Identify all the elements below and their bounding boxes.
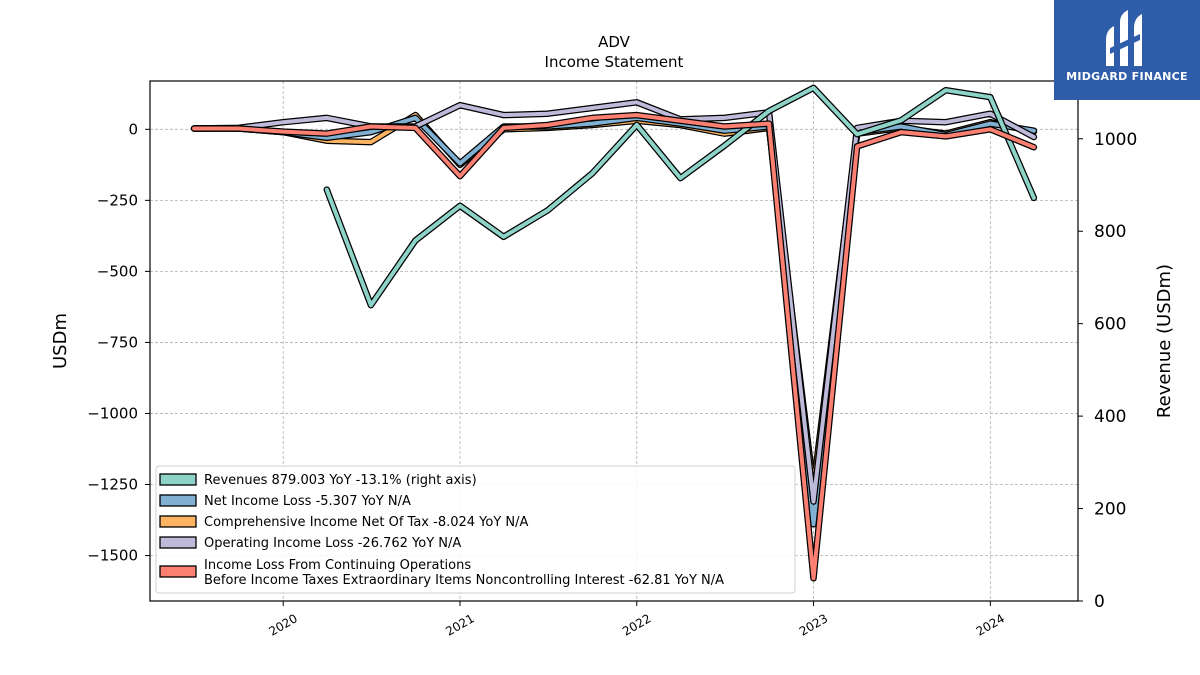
chart-subtitle: Income Statement (545, 53, 684, 71)
y-right-tick-label: 0 (1094, 592, 1105, 612)
legend-swatch (159, 565, 197, 578)
x-tick-label: 2023 (797, 611, 830, 638)
y-tick-label: −750 (97, 333, 138, 351)
logo-text: MIDGARD FINANCE (1066, 70, 1188, 83)
legend-item: Comprehensive Income Net Of Tax -8.024 Y… (159, 515, 529, 530)
x-tick-label: 2024 (974, 611, 1007, 638)
y-right-tick-label: 400 (1094, 407, 1126, 427)
legend-label: Net Income Loss -5.307 YoY N/A (204, 494, 411, 509)
series-line (192, 115, 1036, 527)
legend-label: Revenues 879.003 YoY -13.1% (right axis) (204, 473, 477, 488)
legend-label: Income Loss From Continuing Operations (204, 558, 471, 573)
series-0 (323, 84, 1038, 309)
chart-title: ADV (598, 33, 631, 51)
y-tick-label: −1500 (87, 547, 138, 565)
legend-swatch (159, 515, 197, 528)
legend-label: Comprehensive Income Net Of Tax -8.024 Y… (204, 515, 529, 530)
series-4 (190, 111, 1038, 582)
series-lines (190, 84, 1038, 582)
legend-item: Operating Income Loss -26.762 YoY N/A (159, 536, 461, 551)
legend-item: Net Income Loss -5.307 YoY N/A (159, 494, 411, 509)
series-line (192, 113, 1036, 581)
series-2 (190, 111, 1038, 491)
series-outline (190, 114, 1038, 528)
series-3 (190, 99, 1038, 505)
legend-label: Operating Income Loss -26.762 YoY N/A (204, 536, 461, 551)
legend-swatch (159, 473, 197, 486)
legend: Revenues 879.003 YoY -13.1% (right axis)… (155, 465, 796, 594)
legend-box (155, 465, 796, 594)
series-1 (190, 114, 1038, 528)
y-axis-label: USDm (50, 313, 71, 369)
series-outline (190, 99, 1038, 505)
legend-item: Revenues 879.003 YoY -13.1% (right axis) (159, 473, 477, 488)
legend-label: Before Income Taxes Extraordinary Items … (204, 573, 724, 588)
legend-swatch (159, 494, 197, 507)
x-tick-label: 2022 (620, 611, 653, 638)
series-outline (190, 111, 1038, 491)
series-line (192, 100, 1036, 504)
y-tick-label: −500 (97, 262, 138, 280)
legend-item: Income Loss From Continuing OperationsBe… (159, 558, 724, 588)
y-right-tick-label: 1000 (1094, 130, 1137, 150)
logo-mark-icon (1106, 10, 1142, 66)
series-line (192, 113, 1036, 490)
brand-logo: MIDGARD FINANCE (1054, 0, 1200, 100)
y-right-tick-label: 800 (1094, 222, 1126, 242)
y-tick-label: −1000 (87, 404, 138, 422)
plot-frame (149, 80, 1079, 602)
y-tick-label: −250 (97, 191, 138, 209)
y-axis-right-label: Revenue (USDm) (1154, 264, 1175, 418)
series-line (324, 85, 1036, 308)
y-tick-label: 0 (128, 120, 138, 138)
legend-swatch (159, 536, 197, 549)
y-right-tick-label: 600 (1094, 315, 1126, 335)
x-tick-label: 2020 (266, 611, 299, 638)
y-right-tick-label: 200 (1094, 500, 1126, 520)
y-tick-label: −1250 (87, 475, 138, 493)
x-tick-label: 2021 (443, 611, 476, 638)
